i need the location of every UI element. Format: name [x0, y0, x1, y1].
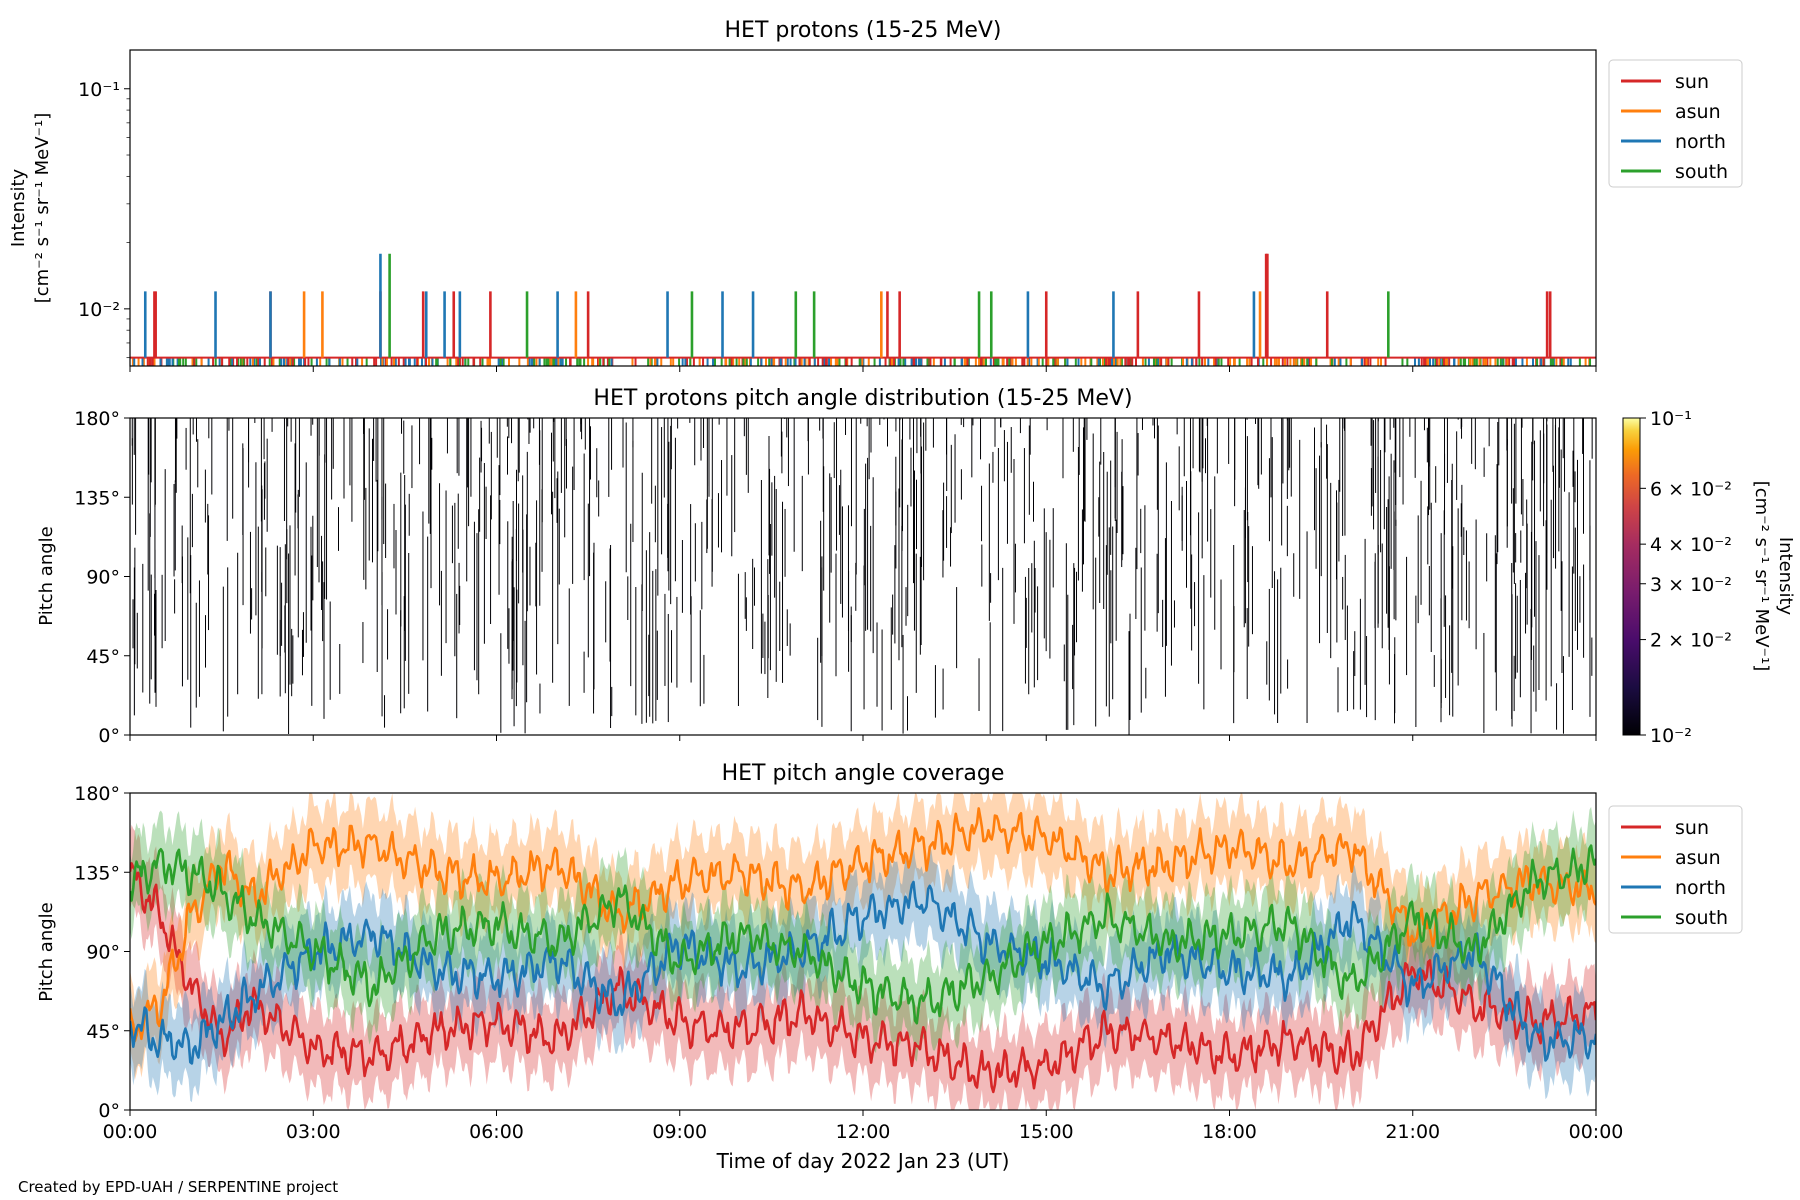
y-tick-label: 10⁻² — [78, 299, 120, 321]
legend-frame — [1608, 805, 1743, 934]
colorbar — [1622, 417, 1641, 736]
line-asun — [130, 807, 1596, 1043]
panel1-x-ticks — [129, 366, 1597, 372]
colorbar-label-line2: [cm⁻² s⁻¹ sr⁻¹ MeV⁻¹] — [1751, 481, 1772, 672]
panel1-ylabel-line2: [cm⁻² s⁻¹ sr⁻¹ MeV⁻¹] — [32, 113, 53, 304]
panel1-y-axis: 10⁻¹ 10⁻² — [78, 79, 130, 359]
line-sun — [130, 862, 1596, 1094]
panel2-y-axis: 0° 45° 90° 135° 180° — [74, 408, 130, 747]
y-tick-label: 0° — [98, 1100, 120, 1122]
legend-label-asun: asun — [1675, 101, 1721, 123]
legend-label-asun: asun — [1675, 847, 1721, 869]
line-south — [130, 844, 1596, 1025]
y-tick-label: 135° — [74, 487, 120, 509]
panel3-ylabel: Pitch angle — [36, 902, 57, 1001]
band-south — [130, 806, 1596, 1062]
y-tick-label: 90° — [86, 567, 120, 589]
x-tick-label: 18:00 — [1202, 1121, 1257, 1143]
x-tick-label: 06:00 — [469, 1121, 524, 1143]
line-north — [130, 880, 1596, 1065]
panel2-x-ticks — [129, 735, 1597, 741]
colorbar-tick-label: 3 × 10⁻² — [1650, 574, 1732, 596]
panel3-title: HET pitch angle coverage — [722, 761, 1005, 786]
coverage-lines — [130, 807, 1596, 1094]
distribution-plot-area — [131, 418, 1593, 735]
x-tick-label: 00:00 — [103, 1121, 158, 1143]
legend-frame — [1608, 59, 1743, 188]
panel1-ylabel: Intensity [cm⁻² s⁻¹ sr⁻¹ MeV⁻¹] — [8, 113, 53, 304]
y-tick-label: 90° — [86, 942, 120, 964]
x-tick-label: 21:00 — [1385, 1121, 1440, 1143]
intensity-plot-area — [130, 253, 1596, 366]
pitch-angle-coverage-panel: HET pitch angle coverage 0° 45° 90° 135° 180… — [36, 761, 1743, 1173]
panel2-ylabel: Pitch angle — [36, 526, 57, 625]
x-tick-label: 12:00 — [836, 1121, 891, 1143]
colorbar-tick-label: 6 × 10⁻² — [1650, 478, 1732, 500]
legend-label-north: north — [1675, 131, 1726, 153]
y-tick-label: 45° — [86, 1021, 120, 1043]
y-tick-label: 0° — [98, 725, 120, 747]
panel3-x-axis: 00:00 03:00 06:00 09:00 12:00 15:00 18:00 21:00… — [103, 1110, 1624, 1143]
panel2-title: HET protons pitch angle distribution (15… — [593, 386, 1132, 411]
legend-label-sun: sun — [1675, 817, 1709, 839]
x-tick-label: 15:00 — [1019, 1121, 1074, 1143]
x-tick-label: 03:00 — [286, 1121, 341, 1143]
band-sun — [130, 824, 1596, 1110]
colorbar-tick-label: 10⁻¹ — [1650, 408, 1692, 430]
colorbar-tick-label: 2 × 10⁻² — [1650, 630, 1732, 652]
pitch-angle-distribution-panel: HET protons pitch angle distribution (15… — [36, 386, 1796, 747]
intensity-panel: HET protons (15-25 MeV) 10⁻¹ 10⁻² Intensi… — [8, 18, 1743, 372]
colorbar-tick-label: 4 × 10⁻² — [1650, 534, 1732, 556]
y-tick-label: 10⁻¹ — [78, 79, 120, 101]
x-tick-label: 00:00 — [1569, 1121, 1624, 1143]
legend-label-south: south — [1675, 161, 1728, 183]
legend-label-south: south — [1675, 907, 1728, 929]
legend-label-north: north — [1675, 877, 1726, 899]
panel1-ylabel-line1: Intensity — [8, 168, 29, 247]
legend-label-sun: sun — [1675, 71, 1709, 93]
colorbar-ticks: 10⁻¹ 6 × 10⁻² 4 × 10⁻² 3 × 10⁻² 2 × 10⁻² 10⁻² — [1640, 408, 1732, 747]
panel1-title: HET protons (15-25 MeV) — [725, 18, 1002, 43]
colorbar-label: Intensity [cm⁻² s⁻¹ sr⁻¹ MeV⁻¹] — [1751, 481, 1796, 672]
panel1-frame — [129, 49, 1597, 367]
y-tick-label: 45° — [86, 646, 120, 668]
colorbar-tick-label: 10⁻² — [1650, 725, 1692, 747]
panel1-legend: sun asun north south — [1608, 59, 1743, 188]
y-tick-label: 180° — [74, 408, 120, 430]
panel3-legend: sun asun north south — [1608, 805, 1743, 934]
y-tick-label: 180° — [74, 783, 120, 805]
x-axis-label: Time of day 2022 Jan 23 (UT) — [716, 1149, 1010, 1173]
y-tick-label: 135° — [74, 862, 120, 884]
colorbar-label-line1: Intensity — [1775, 537, 1796, 616]
credit-text: Created by EPD-UAH / SERPENTINE project — [18, 1178, 338, 1196]
x-tick-label: 09:00 — [652, 1121, 707, 1143]
panel3-y-axis: 0° 45° 90° 135° 180° — [74, 783, 130, 1122]
